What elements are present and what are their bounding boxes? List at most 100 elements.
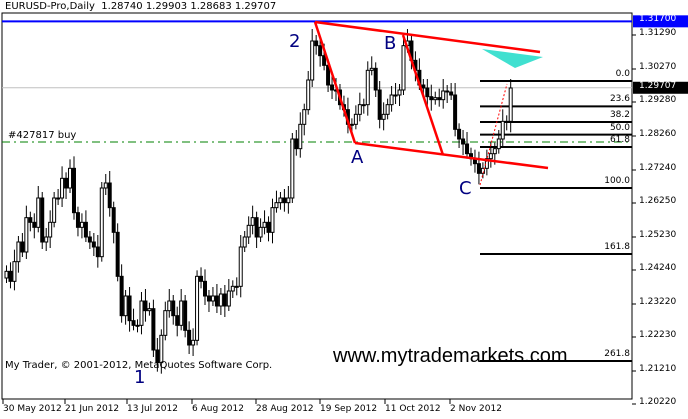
candle-body [465, 143, 470, 155]
candle-body [123, 295, 128, 317]
candle-body [242, 236, 247, 248]
candle-body [214, 295, 219, 307]
candle-body [203, 280, 207, 297]
candle-body [389, 94, 394, 106]
candle-body [48, 221, 53, 238]
candle-body [381, 113, 386, 120]
x-tick-label: 21 Jun 2012 [65, 404, 120, 414]
y-tick-label: 1.31290 [639, 28, 677, 38]
candle-body [322, 55, 327, 66]
candle-body [64, 177, 69, 189]
candle-body [349, 123, 354, 126]
target-triangle [482, 49, 543, 68]
x-tick-label: 6 Aug 2012 [192, 404, 244, 414]
candle-body [449, 91, 454, 96]
candle-body [210, 295, 215, 302]
wave-label-1: 1 [134, 367, 146, 388]
candle-body [32, 221, 37, 228]
resistance-tag-label: 1.31700 [639, 14, 677, 25]
candle-body [306, 79, 311, 111]
candle-body [60, 177, 65, 199]
candle-body [250, 217, 255, 226]
candle-body [437, 97, 442, 101]
candle-body [508, 87, 513, 122]
candle-body [4, 270, 9, 279]
candle-body [361, 104, 366, 107]
candle-body [357, 104, 362, 115]
candle-body [107, 182, 112, 209]
candle-body [330, 84, 335, 91]
fib-level-label: 100.0 [604, 176, 630, 186]
candle-body [155, 349, 160, 364]
symbol: EURUSD-Pro,Daily [5, 1, 95, 12]
candle-body [20, 241, 25, 253]
candle-body [286, 197, 291, 204]
candle-body [369, 67, 374, 71]
candle-body [16, 241, 21, 263]
candle-body [179, 300, 184, 326]
candle-body [246, 224, 251, 238]
candle-body [40, 197, 45, 243]
fib-level-label: 0.0 [615, 69, 630, 79]
candle-body [99, 187, 104, 258]
fib-level-label: 50.0 [609, 122, 630, 133]
plot-frame [1, 12, 633, 400]
candle-body [52, 197, 57, 223]
candle-body [353, 113, 358, 125]
candle-body [254, 217, 259, 238]
candle-body [91, 241, 96, 248]
candle-body [75, 212, 80, 228]
candle-body [310, 40, 315, 81]
candle-body [71, 167, 76, 214]
candle-body [373, 67, 378, 91]
y-tick-label: 1.22230 [639, 330, 677, 340]
candle-body [171, 300, 176, 317]
candle-body [234, 285, 239, 288]
fib-level-label: 23.6 [609, 94, 630, 105]
fib-level-label: 161.8 [604, 242, 630, 252]
candle-body [496, 138, 501, 150]
candle-body [270, 207, 275, 233]
candle-body [504, 120, 509, 123]
fib-level-label: 61.8 [609, 135, 630, 145]
candle-body [135, 324, 140, 327]
y-tick-label: 1.29280 [639, 95, 677, 105]
x-tick-label: 11 Oct 2012 [385, 404, 441, 414]
candle-body [433, 97, 438, 101]
trend-line [314, 20, 541, 54]
candle-body [24, 217, 29, 253]
y-tick-label: 1.21210 [639, 364, 677, 374]
candle-body [274, 202, 279, 209]
y-tick-label: 1.25230 [639, 230, 677, 240]
candle-body [230, 285, 235, 292]
candle-body [36, 197, 41, 228]
candle-body [318, 45, 323, 57]
candle-body [167, 300, 172, 312]
candle-body [195, 275, 200, 341]
candle-body [453, 94, 458, 130]
candle-body [492, 148, 497, 155]
candle-body [56, 197, 61, 200]
wave-label-2: 2 [289, 31, 301, 52]
candle-body [262, 221, 267, 228]
y-tick-label: 1.28260 [639, 129, 677, 139]
current-price-tag-label: 1.29707 [639, 80, 677, 91]
candle-body [258, 226, 263, 238]
y-tick-label: 1.20220 [639, 397, 677, 407]
fib-level-label: 261.8 [604, 349, 630, 359]
candle-body [429, 96, 434, 101]
candle-body [143, 300, 148, 312]
candle-body [8, 270, 13, 282]
ohlc-values: 1.28740 1.29903 1.28683 1.29707 [101, 1, 277, 12]
candle-body [199, 275, 204, 282]
candle-body [175, 315, 180, 326]
candle-body [365, 69, 370, 106]
y-tick-label: 1.26250 [639, 196, 677, 206]
candle-body [187, 329, 192, 346]
x-tick-label: 19 Sep 2012 [320, 404, 378, 414]
candle-body [238, 246, 243, 287]
candle-body [314, 40, 319, 47]
candle-body [290, 138, 295, 199]
trend-line [354, 141, 549, 170]
